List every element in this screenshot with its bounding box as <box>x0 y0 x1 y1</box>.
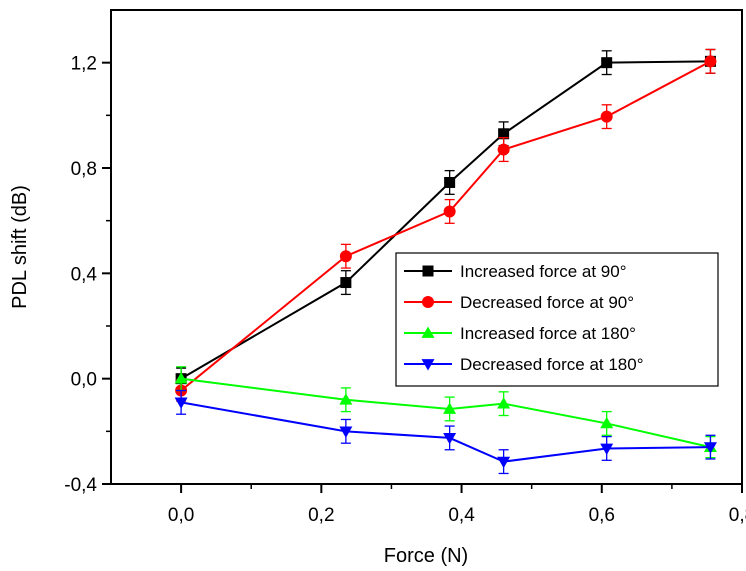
y-axis-title: PDL shift (dB) <box>9 185 31 309</box>
data-point <box>497 456 511 469</box>
data-point <box>600 443 614 455</box>
data-point <box>174 397 188 409</box>
data-point <box>174 372 188 384</box>
plot-frame <box>110 9 743 485</box>
tick-labels: 0,0 0,2 0,4 0,6 0,8 -0,4 0,0 0,4 0,8 1,2 <box>64 54 746 526</box>
legend-item: Decreased force at 90° <box>404 293 634 312</box>
x-tick-label: 0,2 <box>308 505 334 526</box>
series-line <box>180 401 711 463</box>
legend-item: Decreased force at 180° <box>404 355 644 374</box>
legend-item: Increased force at 180° <box>404 324 636 343</box>
legend-marker <box>421 359 435 371</box>
legend-label: Decreased force at 90° <box>460 293 634 312</box>
y-tick-label: 0,8 <box>71 159 97 180</box>
series-layer <box>174 48 717 475</box>
x-tick-label: 0,0 <box>168 505 194 526</box>
data-point <box>600 416 614 429</box>
legend-label: Increased force at 90° <box>460 262 627 281</box>
legend-marker <box>422 296 434 308</box>
y-tick-label: 0,4 <box>71 264 98 285</box>
x-tick-label: 0,6 <box>589 505 615 526</box>
data-point <box>498 128 510 140</box>
series-4 <box>174 389 717 475</box>
series-line <box>180 60 711 380</box>
data-point <box>443 402 457 414</box>
legend-marker <box>421 326 435 338</box>
data-point <box>443 205 456 218</box>
legend: Increased force at 90° Decreased force at… <box>395 252 719 387</box>
data-point <box>497 143 510 156</box>
data-point <box>601 57 613 69</box>
data-point <box>497 397 511 409</box>
x-axis-title: Force (N) <box>384 545 468 567</box>
data-point <box>444 176 456 188</box>
y-tick-label: -0,4 <box>64 475 97 496</box>
data-point <box>443 433 457 445</box>
y-tick-label: 1,2 <box>71 54 97 75</box>
legend-marker <box>422 265 434 277</box>
legend-label: Increased force at 180° <box>460 324 636 343</box>
data-point <box>339 393 353 405</box>
data-point <box>339 250 352 263</box>
series-line <box>180 60 711 392</box>
y-tick-label: 0,0 <box>71 370 97 391</box>
data-point <box>339 426 353 438</box>
x-tick-label: 0,4 <box>448 505 475 526</box>
data-point <box>704 55 717 68</box>
legend-label: Decreased force at 180° <box>460 355 644 374</box>
series-2 <box>175 48 717 402</box>
legend-item: Increased force at 90° <box>404 262 627 281</box>
data-point <box>600 110 613 123</box>
series-line <box>180 377 711 449</box>
data-point <box>703 442 717 454</box>
x-tick-label: 0,8 <box>729 505 746 526</box>
data-point <box>340 277 352 289</box>
